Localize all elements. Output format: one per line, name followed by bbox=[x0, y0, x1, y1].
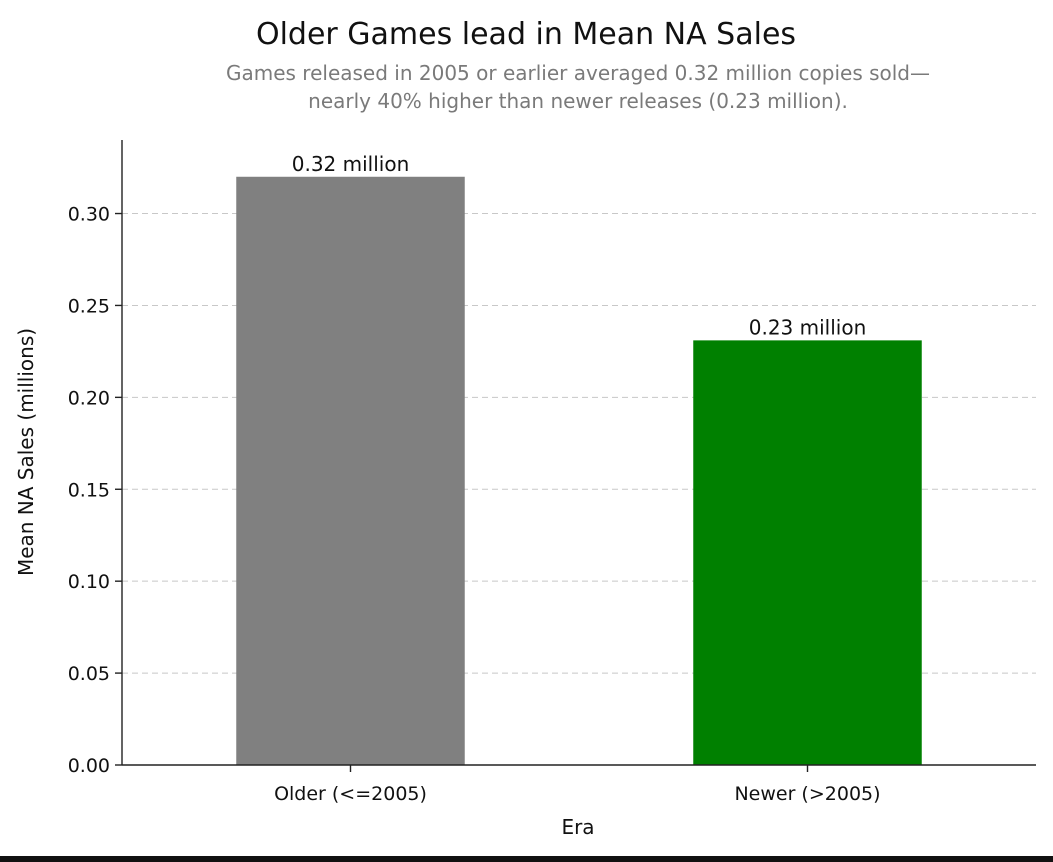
y-tick-label: 0.25 bbox=[68, 295, 110, 317]
y-axis-label: Mean NA Sales (millions) bbox=[14, 328, 38, 576]
bar-data-label: 0.23 million bbox=[749, 315, 867, 339]
y-tick-label: 0.10 bbox=[68, 571, 110, 593]
bars bbox=[236, 176, 922, 765]
bar-data-label: 0.32 million bbox=[292, 152, 410, 176]
y-tick-label: 0.15 bbox=[68, 479, 110, 501]
y-tick-label: 0.05 bbox=[68, 663, 110, 685]
axes bbox=[115, 140, 1036, 772]
bottom-border bbox=[0, 856, 1053, 862]
x-axis-label: Era bbox=[561, 815, 594, 839]
chart-subtitle-line-1: Games released in 2005 or earlier averag… bbox=[226, 61, 930, 85]
y-tick-label: 0.30 bbox=[68, 204, 110, 226]
labels: 0.00 0.05 0.10 0.15 0.20 0.25 0.30 0.32 million… bbox=[68, 152, 881, 805]
chart-title: Older Games lead in Mean NA Sales bbox=[256, 17, 796, 52]
y-tick-label: 0.20 bbox=[68, 387, 110, 409]
y-tick-label: 0.00 bbox=[68, 755, 110, 777]
chart-subtitle-line-2: nearly 40% higher than newer releases (0… bbox=[308, 89, 848, 113]
bar bbox=[236, 176, 465, 765]
x-tick-label: Newer (>2005) bbox=[734, 783, 880, 805]
x-tick-label: Older (<=2005) bbox=[274, 783, 427, 805]
bar bbox=[693, 340, 922, 765]
